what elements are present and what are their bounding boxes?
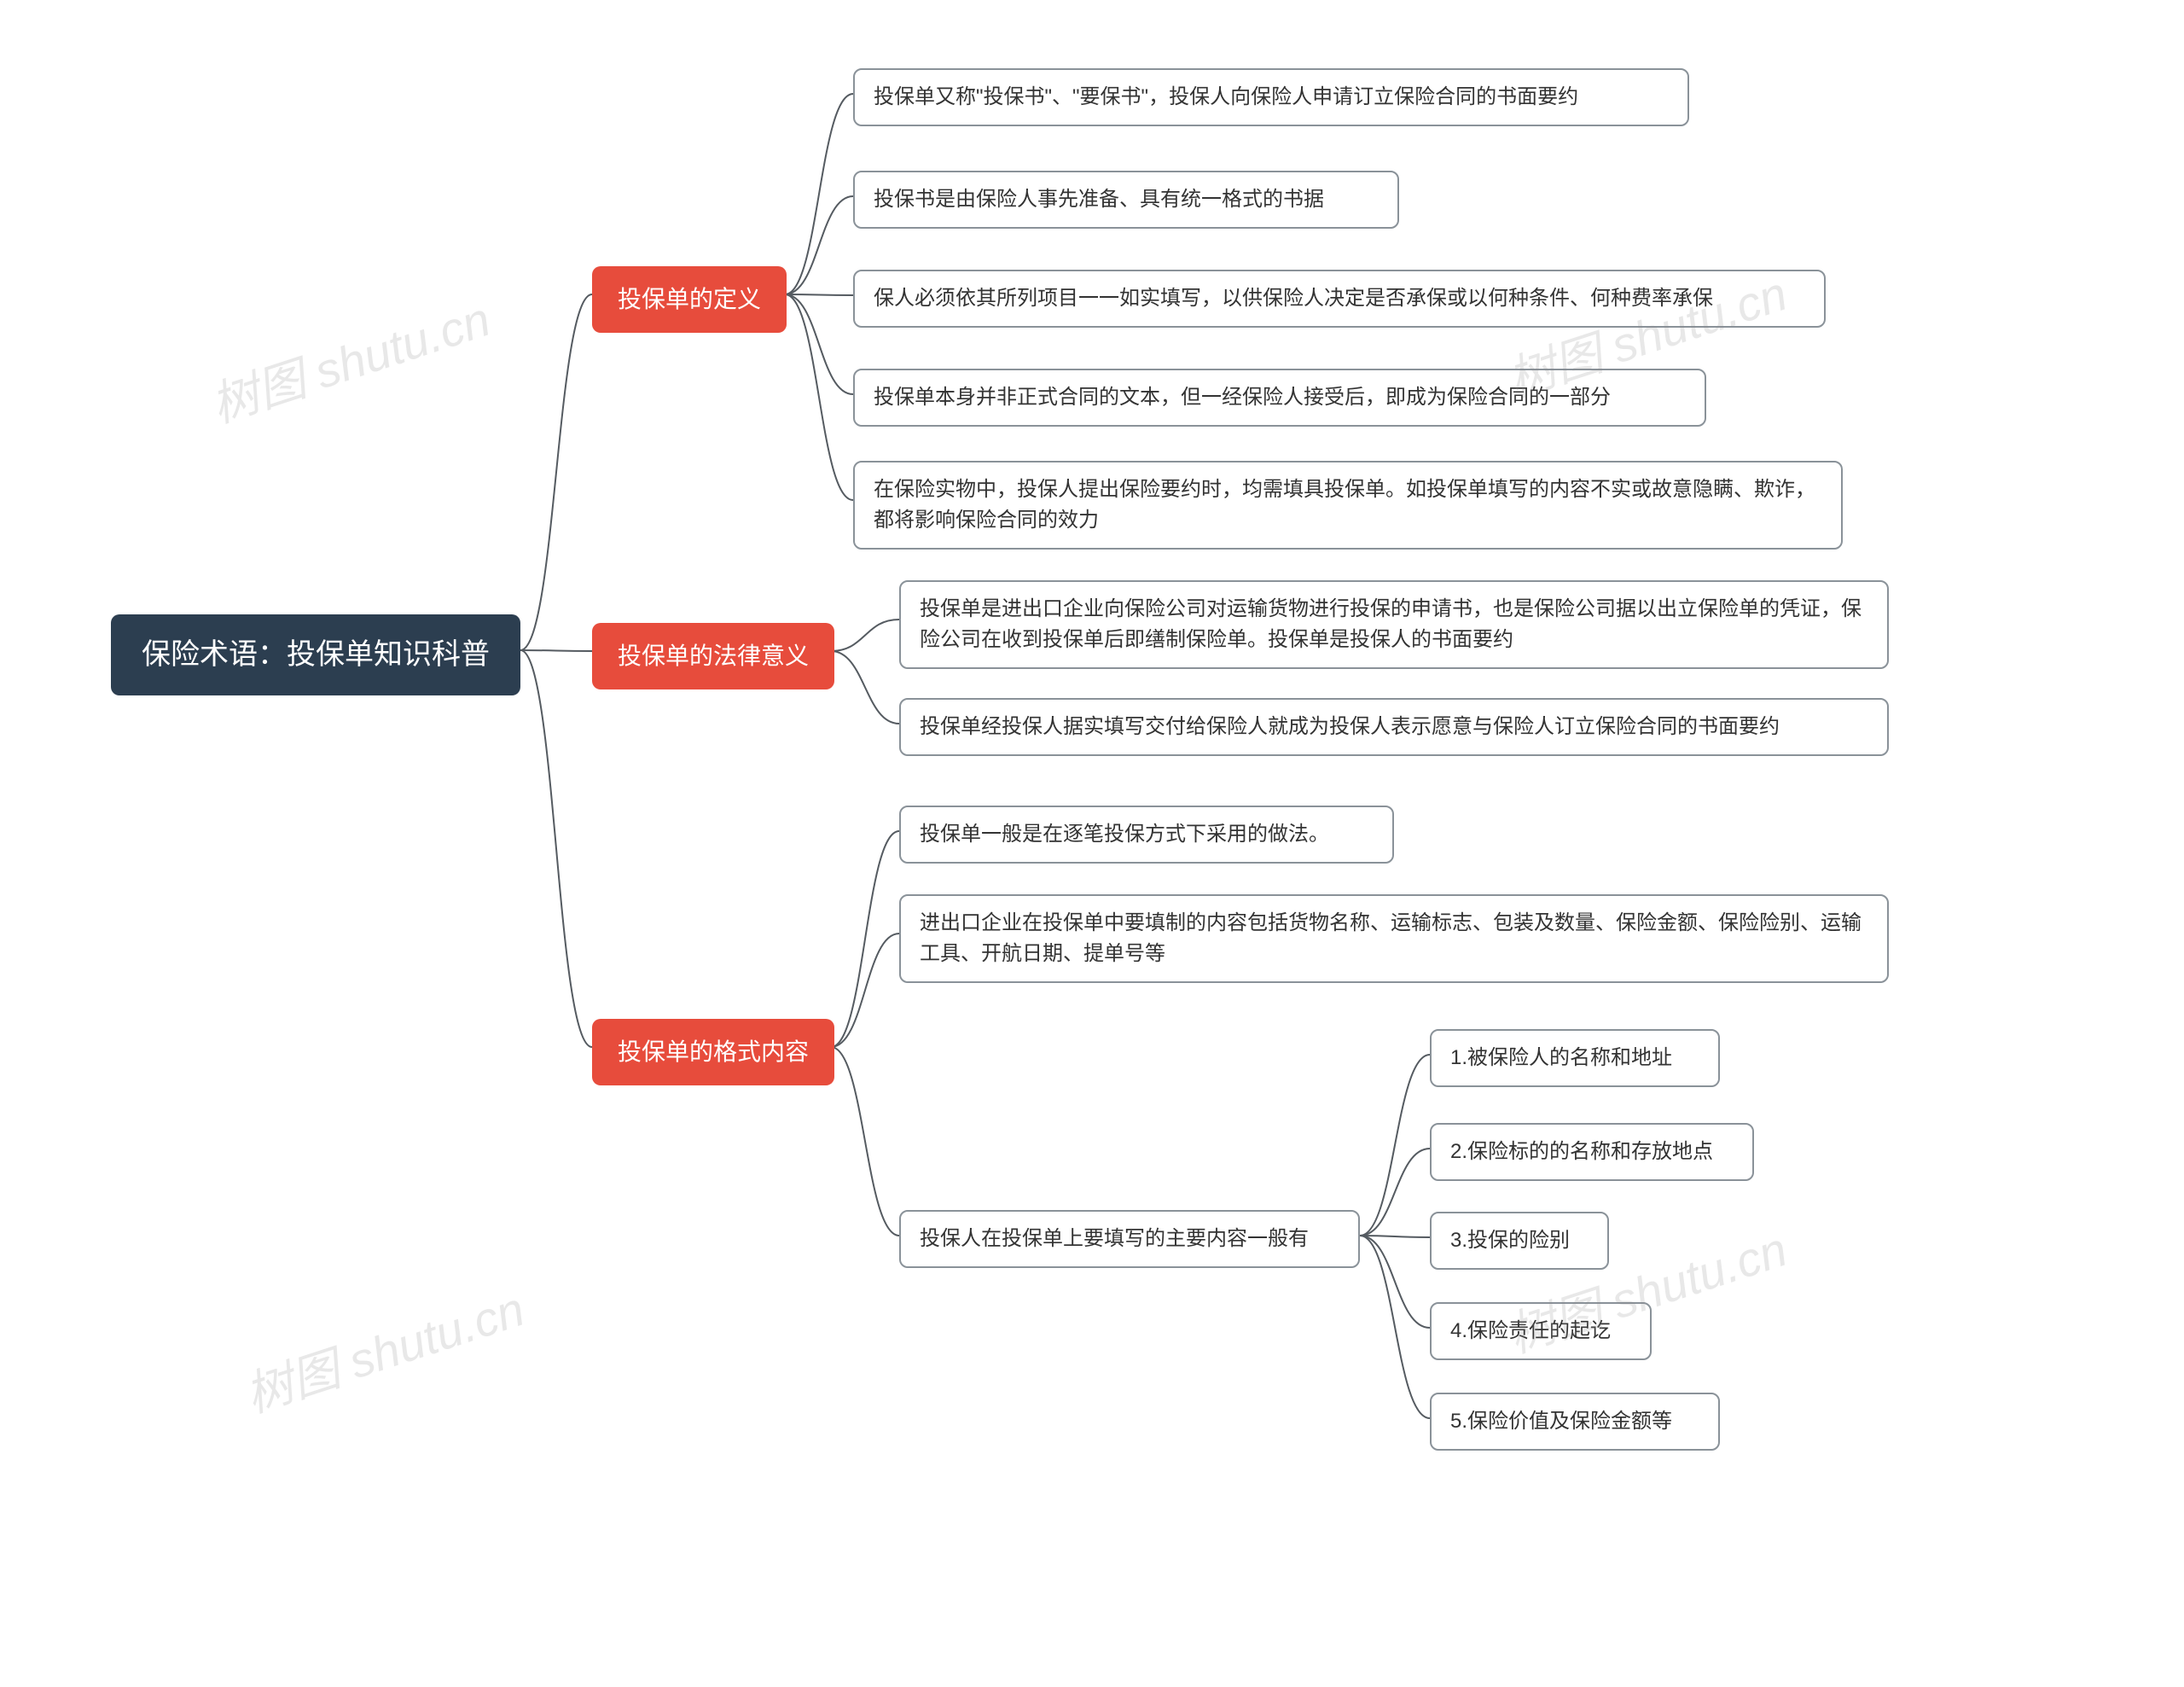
leaf-legal-1: 投保单经投保人据实填写交付给保险人就成为投保人表示愿意与保险人订立保险合同的书面… xyxy=(899,698,1889,756)
branch-format: 投保单的格式内容 xyxy=(592,1019,834,1085)
branch-legal: 投保单的法律意义 xyxy=(592,623,834,689)
watermark-0: 树图 shutu.cn xyxy=(201,282,498,437)
leaf-def-2: 保人必须依其所列项目一一如实填写，以供保险人决定是否承保或以何种条件、何种费率承… xyxy=(853,270,1826,328)
leaf-format-2-2: 3.投保的险别 xyxy=(1430,1212,1609,1270)
watermark-2: 树图 shutu.cn xyxy=(235,1271,532,1427)
leaf-format-0: 投保单一般是在逐笔投保方式下采用的做法。 xyxy=(899,806,1394,864)
leaf-format-2-3: 4.保险责任的起讫 xyxy=(1430,1302,1652,1360)
leaf-def-0: 投保单又称"投保书"、"要保书"，投保人向保险人申请订立保险合同的书面要约 xyxy=(853,68,1689,126)
leaf-def-3: 投保单本身并非正式合同的文本，但一经保险人接受后，即成为保险合同的一部分 xyxy=(853,369,1706,427)
leaf-def-1: 投保书是由保险人事先准备、具有统一格式的书据 xyxy=(853,171,1399,229)
branch-def: 投保单的定义 xyxy=(592,266,787,333)
leaf-format-2: 投保人在投保单上要填写的主要内容一般有 xyxy=(899,1210,1360,1268)
leaf-format-2-0: 1.被保险人的名称和地址 xyxy=(1430,1029,1720,1087)
leaf-def-4: 在保险实物中，投保人提出保险要约时，均需填具投保单。如投保单填写的内容不实或故意… xyxy=(853,461,1843,550)
leaf-format-2-4: 5.保险价值及保险金额等 xyxy=(1430,1393,1720,1451)
leaf-format-1: 进出口企业在投保单中要填制的内容包括货物名称、运输标志、包装及数量、保险金额、保… xyxy=(899,894,1889,983)
mindmap-canvas: 保险术语：投保单知识科普 投保单的定义 投保单又称"投保书"、"要保书"，投保人向保… xyxy=(0,0,2184,1687)
leaf-legal-0: 投保单是进出口企业向保险公司对运输货物进行投保的申请书，也是保险公司据以出立保险… xyxy=(899,580,1889,669)
root-node: 保险术语：投保单知识科普 xyxy=(111,614,520,695)
leaf-format-2-1: 2.保险标的的名称和存放地点 xyxy=(1430,1123,1754,1181)
